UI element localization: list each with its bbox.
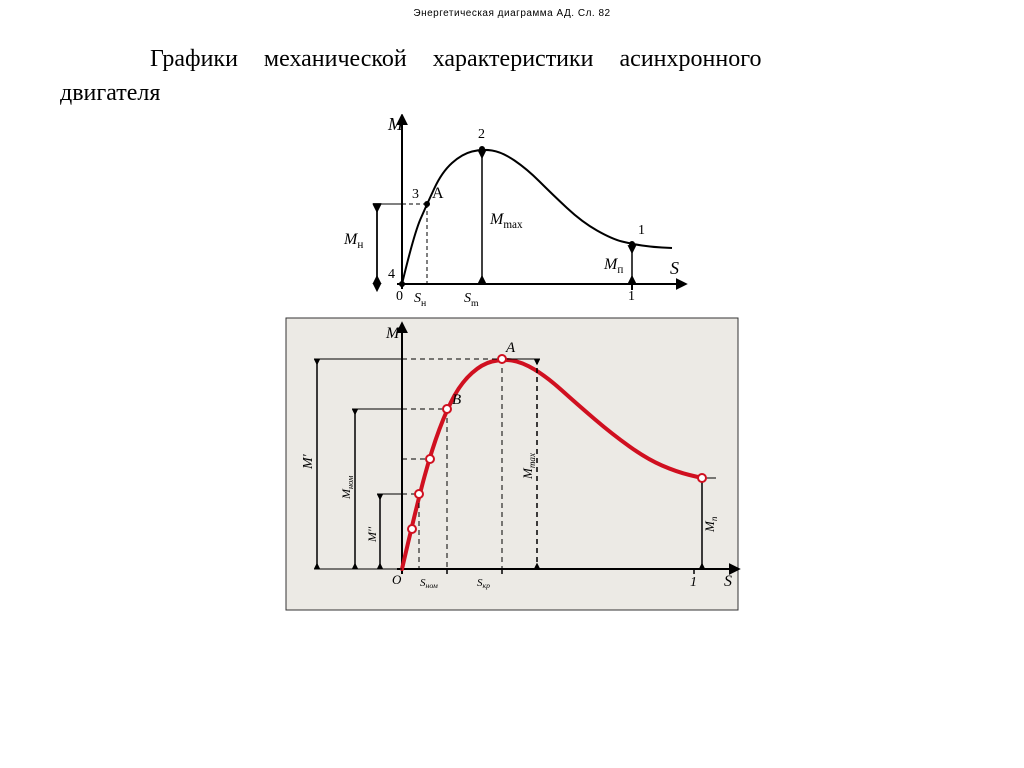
label-Mmax: Mmax [489, 211, 523, 231]
label-x1: 1 [628, 289, 635, 304]
point-p4 [415, 490, 423, 498]
label-Mdprime: M'' [365, 527, 379, 544]
point-B [443, 405, 451, 413]
torque-slip-chart-large: M' Mном M'' Mmax Mп [282, 314, 742, 614]
label-x1: 1 [690, 575, 697, 590]
x-axis-label: S [724, 573, 732, 590]
point-start [408, 525, 416, 533]
caption-line1: Графики механической характеристики асин… [60, 43, 964, 77]
label-Mn: Mн [343, 231, 363, 251]
label-A: A [505, 340, 516, 356]
label-2: 2 [478, 127, 485, 142]
y-axis-label: M [387, 114, 404, 134]
x-axis-label: S [670, 258, 679, 278]
point-4 [399, 281, 405, 287]
label-Mp: Mп [603, 256, 623, 276]
point-1 [629, 241, 635, 247]
label-Mprime: M' [301, 454, 316, 471]
label-4: 4 [388, 267, 395, 282]
y-axis-label: M [385, 325, 401, 342]
page-header: Энергетическая диаграмма АД. Сл. 82 [0, 0, 1024, 19]
caption-line2: двигателя [60, 77, 964, 111]
point-p3 [426, 455, 434, 463]
torque-slip-chart-small: M S 0 4 3 A 2 1 Sн Sm 1 Mн Mmax Mп [332, 114, 692, 314]
label-Sm: Sm [464, 291, 479, 309]
label-Sn: Sн [414, 291, 427, 309]
point-3 [424, 201, 430, 207]
point-end [698, 474, 706, 482]
label-3: 3 [412, 187, 419, 202]
label-B: B [452, 392, 461, 408]
label-O: O [392, 572, 402, 587]
point-2 [479, 146, 485, 152]
caption: Графики механической характеристики асин… [60, 43, 964, 110]
label-A: A [432, 185, 444, 202]
point-A [498, 355, 506, 363]
label-1p: 1 [638, 223, 645, 238]
label-0: 0 [396, 289, 403, 304]
